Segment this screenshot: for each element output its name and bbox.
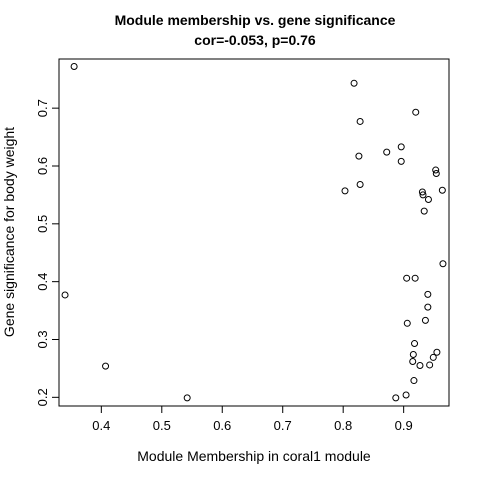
- data-point: [341, 187, 349, 195]
- data-point: [411, 340, 419, 348]
- y-tick-label: 0.3: [35, 330, 50, 348]
- y-axis: 0.2 0.3 0.4 0.5 0.6 0.7: [35, 99, 60, 406]
- data-point: [392, 394, 400, 402]
- data-point: [438, 186, 446, 194]
- x-axis: 0.4 0.5 0.6 0.7 0.8 0.9: [92, 405, 413, 433]
- data-point: [432, 170, 440, 178]
- y-tick-label: 0.4: [35, 273, 50, 291]
- x-tick-label: 0.8: [334, 418, 352, 433]
- y-axis-label: Gene significance for body weight: [1, 127, 17, 337]
- x-tick-label: 0.6: [213, 418, 231, 433]
- chart-title: Module membership vs. gene significance: [115, 12, 396, 28]
- data-point: [409, 351, 417, 359]
- data-point: [350, 79, 358, 87]
- data-point: [421, 316, 429, 324]
- data-point: [424, 303, 432, 311]
- data-point: [403, 319, 411, 327]
- data-point: [356, 117, 364, 125]
- x-tick-label: 0.5: [153, 418, 171, 433]
- data-point: [403, 274, 411, 282]
- y-tick-label: 0.2: [35, 388, 50, 406]
- data-point: [439, 260, 447, 268]
- data-point: [61, 291, 69, 299]
- data-point: [356, 180, 364, 188]
- chart-subtitle: cor=-0.053, p=0.76: [194, 32, 316, 48]
- data-point: [355, 152, 363, 160]
- data-point: [429, 353, 437, 361]
- data-point: [409, 357, 417, 365]
- x-tick-label: 0.4: [92, 418, 110, 433]
- data-point: [402, 391, 410, 399]
- y-tick-label: 0.6: [35, 157, 50, 175]
- data-point: [420, 207, 428, 215]
- x-axis-label: Module Membership in coral1 module: [137, 448, 371, 464]
- data-point: [70, 63, 78, 71]
- data-point: [397, 157, 405, 165]
- y-tick-label: 0.5: [35, 215, 50, 233]
- data-point: [383, 148, 391, 156]
- data-point: [411, 274, 419, 282]
- data-point: [183, 394, 191, 402]
- data-point: [410, 377, 418, 385]
- data-point: [426, 361, 434, 369]
- data-point: [432, 166, 440, 174]
- x-tick-label: 0.9: [395, 418, 413, 433]
- plot-frame: [58, 58, 450, 407]
- x-tick-label: 0.7: [274, 418, 292, 433]
- data-points: [61, 63, 447, 402]
- data-point: [416, 362, 424, 370]
- data-point: [419, 191, 427, 199]
- data-point: [424, 290, 432, 298]
- data-point: [397, 143, 405, 151]
- data-point: [102, 362, 110, 370]
- data-point: [433, 348, 441, 356]
- y-tick-label: 0.7: [35, 99, 50, 117]
- data-point: [424, 196, 432, 204]
- data-point: [418, 188, 426, 196]
- data-point: [412, 108, 420, 116]
